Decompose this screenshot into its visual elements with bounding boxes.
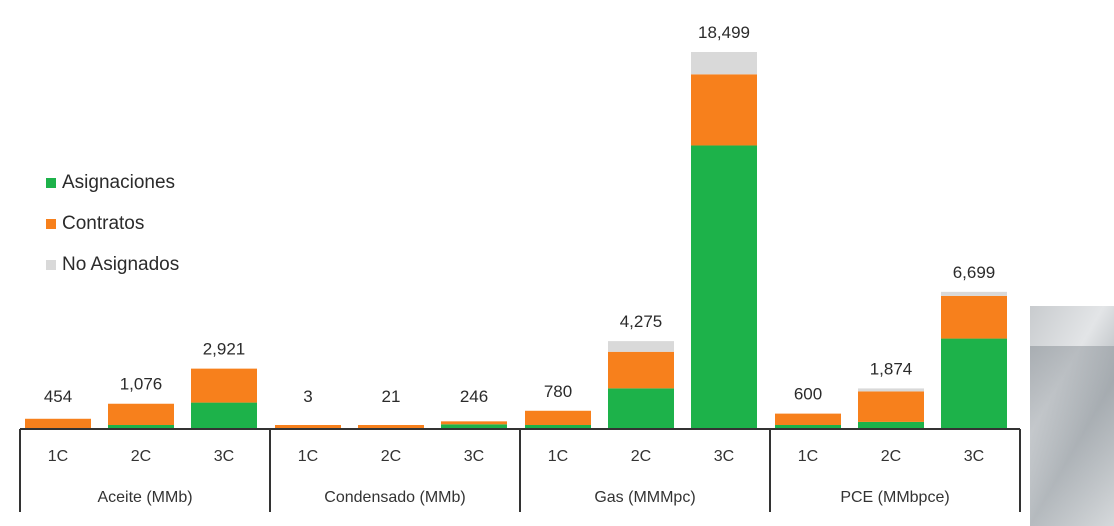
legend-label-contratos: Contratos (62, 212, 145, 234)
category-label-group-2-3c: 3C (464, 448, 484, 465)
category-label-group-4-2c: 2C (881, 448, 901, 465)
bar-group-1-3c-asignaciones (191, 402, 257, 428)
bar-group-2-3c-asignaciones (441, 424, 507, 428)
group-label-3: Gas (MMMpc) (594, 489, 695, 506)
bar-group-3-2c-contratos (608, 351, 674, 389)
legend-swatch-contratos (46, 218, 56, 229)
total-label-group-3-1c: 780 (544, 382, 572, 401)
bar-group-3-3c-contratos (691, 74, 757, 146)
category-label-group-3-1c: 1C (548, 448, 568, 465)
category-label-group-3-3c: 3C (714, 448, 734, 465)
category-label-group-4-3c: 3C (964, 448, 984, 465)
bar-group-1-2c-contratos (108, 403, 174, 425)
bar-group-1-2c-asignaciones (108, 425, 174, 428)
bar-group-4-1c-asignaciones (775, 425, 841, 428)
category-label-group-3-2c: 2C (631, 448, 651, 465)
total-label-group-4-3c: 6,699 (953, 263, 996, 282)
total-label-group-2-1c: 3 (303, 387, 312, 406)
bar-group-4-3c-no-asignados (941, 291, 1007, 296)
total-label-group-1-3c: 2,921 (203, 340, 246, 359)
legend-swatch-asignaciones (46, 177, 56, 188)
total-label-group-1-1c: 454 (44, 387, 72, 406)
legend: Asignaciones Contratos No Asignados (46, 162, 179, 285)
category-label-group-1-3c: 3C (214, 448, 234, 465)
group-label-4: PCE (MMbpce) (840, 489, 949, 506)
bar-group-4-2c-no-asignados (858, 388, 924, 392)
category-label-group-4-1c: 1C (798, 448, 818, 465)
bar-group-4-3c-asignaciones (941, 338, 1007, 428)
bar-group-2-2c-contratos (358, 425, 424, 428)
bar-group-2-3c-contratos (441, 421, 507, 425)
bar-group-4-2c-asignaciones (858, 421, 924, 428)
total-label-group-3-3c: 18,499 (698, 23, 750, 42)
bar-group-3-2c-no-asignados (608, 341, 674, 352)
legend-item-no-asignados: No Asignados (46, 244, 179, 285)
bar-group-3-1c-asignaciones (525, 425, 591, 428)
bar-group-3-3c-asignaciones (691, 145, 757, 428)
bar-group-1-1c-contratos (25, 418, 91, 428)
legend-item-contratos: Contratos (46, 203, 179, 244)
bar-group-1-3c-contratos (191, 368, 257, 403)
total-label-group-1-2c: 1,076 (120, 375, 163, 394)
bar-group-4-1c-contratos (775, 413, 841, 425)
group-label-2: Condensado (MMb) (324, 489, 465, 506)
bar-group-2-1c-contratos (275, 425, 341, 428)
bar-group-3-2c-asignaciones (608, 388, 674, 428)
background-photo (1030, 306, 1114, 526)
bar-group-3-1c-contratos (525, 410, 591, 425)
total-label-group-4-1c: 600 (794, 385, 822, 404)
total-label-group-3-2c: 4,275 (620, 312, 663, 331)
total-label-group-2-2c: 21 (382, 387, 401, 406)
category-label-group-1-1c: 1C (48, 448, 68, 465)
legend-item-asignaciones: Asignaciones (46, 162, 179, 203)
legend-label-asignaciones: Asignaciones (62, 171, 176, 193)
category-label-group-2-1c: 1C (298, 448, 318, 465)
bar-group-4-3c-contratos (941, 295, 1007, 339)
bar-group-3-3c-no-asignados (691, 52, 757, 75)
category-label-group-2-2c: 2C (381, 448, 401, 465)
category-label-group-1-2c: 2C (131, 448, 151, 465)
total-label-group-2-3c: 246 (460, 387, 488, 406)
legend-swatch-no-asignados (46, 259, 56, 270)
total-label-group-4-2c: 1,874 (870, 359, 913, 378)
legend-label-no-asignados: No Asignados (62, 253, 180, 275)
group-label-1: Aceite (MMb) (97, 489, 192, 506)
bar-group-4-2c-contratos (858, 391, 924, 422)
